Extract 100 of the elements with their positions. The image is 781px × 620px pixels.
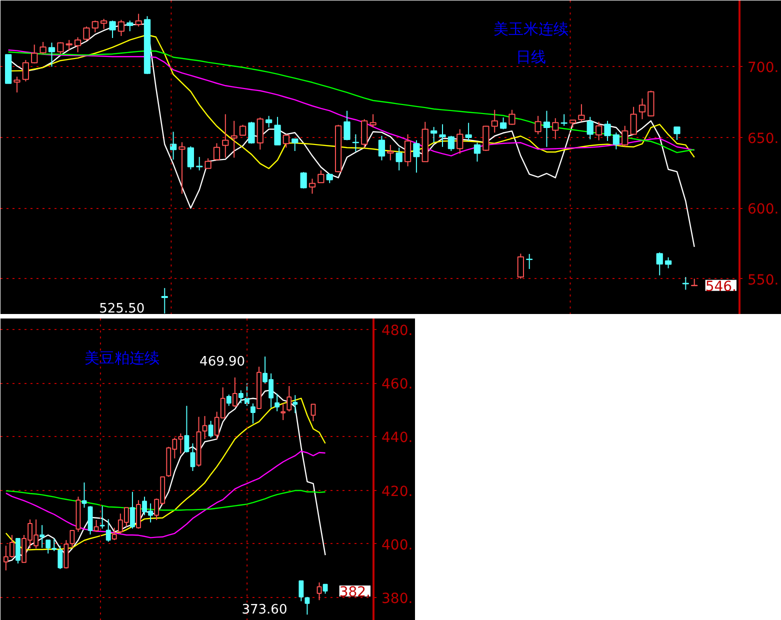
candlestick: [40, 41, 46, 54]
text: 美豆粕连续: [84, 348, 160, 367]
candlestick: [274, 116, 281, 146]
y-tick-label: 400.: [382, 537, 413, 554]
candlestick: [370, 114, 376, 128]
candlestick: [465, 122, 472, 142]
candlestick: [82, 482, 87, 508]
candlestick: [190, 442, 196, 472]
candlestick: [280, 402, 286, 421]
candlestick: [202, 416, 208, 440]
candlestick: [31, 44, 38, 64]
candlestick: [130, 491, 135, 530]
candlestick: [310, 404, 316, 422]
y-tick-label: 650.: [748, 130, 779, 147]
candlestick: [638, 98, 646, 120]
candlestick: [664, 256, 672, 269]
candlestick: [308, 178, 316, 194]
candlestick: [578, 104, 585, 122]
candlestick: [226, 394, 232, 406]
candlestick: [543, 110, 550, 148]
candlestick: [14, 76, 20, 93]
candlestick: [378, 135, 386, 161]
candlestick: [100, 506, 105, 530]
candlestick: [178, 142, 186, 194]
annotation: 469.90: [200, 354, 246, 370]
candlestick: [656, 252, 663, 276]
candlestick: [100, 18, 108, 30]
candlestick: [74, 36, 82, 53]
candlestick: [413, 140, 420, 174]
candlestick: [112, 527, 117, 541]
candlestick: [238, 390, 244, 404]
candlestick: [57, 42, 64, 54]
candlestick: [232, 376, 238, 408]
candlestick: [187, 146, 194, 170]
candlestick: [552, 118, 559, 140]
candlestick: [106, 518, 111, 542]
annotation: 373.60: [242, 602, 288, 618]
candlestick: [213, 142, 220, 161]
candlestick: [208, 420, 214, 438]
candlestick: [126, 20, 134, 32]
candlestick: [161, 288, 168, 314]
candlestick: [52, 538, 57, 552]
candlestick: [230, 120, 238, 158]
candlestick: [292, 138, 298, 152]
candlestick: [83, 26, 90, 42]
candlestick: [674, 126, 680, 140]
candlestick: [560, 114, 568, 126]
candlestick: [88, 506, 93, 535]
candlestick: [517, 253, 524, 280]
candlestick: [448, 135, 455, 152]
candlestick: [22, 60, 30, 82]
annotation: 525.50: [99, 302, 145, 317]
candlestick: [250, 402, 256, 424]
candlestick: [682, 276, 689, 290]
candlestick: [404, 134, 412, 167]
y-tick-label: 460.: [382, 376, 413, 393]
candlestick: [118, 19, 125, 36]
candlestick: [46, 540, 51, 554]
y-tick-label: 440.: [382, 430, 413, 446]
y-tick-label: 700.: [748, 60, 779, 76]
candlestick: [316, 582, 322, 601]
candlestick: [526, 253, 533, 270]
y-tick-label: 420.: [382, 484, 413, 500]
candlestick: [534, 115, 542, 135]
y-tick-label: 550.: [748, 272, 779, 288]
candlestick: [387, 144, 394, 161]
y-tick-label: 600.: [748, 202, 779, 218]
candlestick: [222, 114, 229, 158]
candlestick: [396, 147, 402, 171]
candlestick: [40, 524, 45, 548]
candlestick: [318, 170, 324, 184]
candlestick: [92, 20, 98, 33]
candlestick: [136, 500, 141, 530]
candlestick: [300, 172, 307, 189]
candlestick: [66, 39, 72, 52]
candlestick: [439, 124, 446, 148]
y-tick-label: 480.: [382, 322, 413, 339]
candlestick: [508, 109, 516, 126]
candlestick: [361, 118, 368, 148]
candlestick: [612, 132, 620, 150]
candlestick: [248, 121, 255, 144]
candlestick: [109, 20, 116, 38]
candlestick: [604, 120, 611, 142]
candlestick: [282, 134, 290, 148]
candlestick: [184, 405, 190, 453]
candlestick: [204, 158, 212, 169]
y-tick-label: 380.: [382, 590, 413, 607]
candlestick: [94, 520, 99, 532]
text: 546.: [705, 278, 736, 295]
candlestick: [491, 109, 498, 134]
candlestick: [292, 394, 298, 414]
candlestick: [48, 42, 56, 68]
candlestick: [500, 116, 507, 130]
candlestick: [170, 131, 177, 160]
candlestick: [244, 382, 250, 406]
candlestick: [474, 142, 481, 162]
candlestick: [239, 124, 246, 136]
candlestick: [622, 125, 628, 148]
candlestick: [256, 116, 264, 150]
candlestick: [135, 13, 142, 28]
